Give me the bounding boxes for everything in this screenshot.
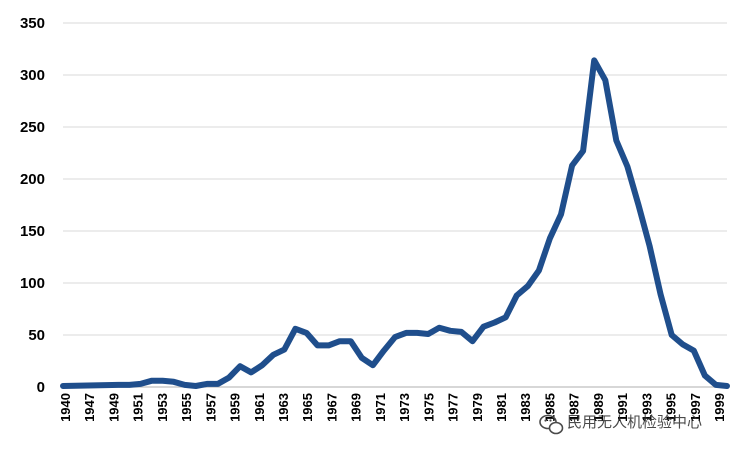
x-tick-label: 1995 xyxy=(664,393,679,422)
y-tick-label: 200 xyxy=(20,171,45,188)
x-tick-label: 1981 xyxy=(494,393,509,422)
y-tick-label: 100 xyxy=(20,275,45,292)
watermark: 民用无人机检验中心 xyxy=(539,413,702,435)
gridlines xyxy=(63,22,727,388)
x-tick-label: 1971 xyxy=(373,393,388,422)
x-tick-label: 1977 xyxy=(446,393,461,422)
x-tick-label: 1957 xyxy=(203,393,218,422)
y-tick-label: 0 xyxy=(37,379,45,396)
x-tick-label: 1959 xyxy=(228,393,243,422)
x-tick-label: 1949 xyxy=(106,393,121,422)
wechat-icon xyxy=(539,414,564,435)
y-tick-label: 50 xyxy=(28,327,45,344)
x-tick-label: 1940 xyxy=(58,393,73,422)
x-tick-label: 1999 xyxy=(712,393,727,422)
x-tick-label: 1961 xyxy=(252,393,267,422)
x-tick-label: 1963 xyxy=(276,393,291,422)
x-tick-label: 1967 xyxy=(324,393,339,422)
x-tick-label: 1989 xyxy=(591,393,606,422)
x-tick-label: 1965 xyxy=(300,393,315,422)
x-tick-label: 1955 xyxy=(179,393,194,422)
x-tick-label: 1983 xyxy=(518,393,533,422)
watermark-text: 民用无人机检验中心 xyxy=(567,413,702,431)
x-tick-label: 1953 xyxy=(155,393,170,422)
x-tick-label: 1973 xyxy=(397,393,412,422)
x-tick-label: 1979 xyxy=(470,393,485,422)
x-tick-label: 1991 xyxy=(615,393,630,422)
x-tick-label: 1985 xyxy=(542,393,557,422)
y-axis-tick-labels: 0 50 100 150 200 250 300 350 xyxy=(20,15,45,396)
x-tick-label: 1987 xyxy=(567,393,582,422)
x-axis-tick-labels: 1940 1947 1949 1951 1953 1955 1957 1959 1961 1963… xyxy=(58,393,727,422)
x-tick-label: 1975 xyxy=(421,393,436,422)
series-group xyxy=(60,57,730,389)
y-tick-label: 150 xyxy=(20,223,45,240)
y-tick-label: 350 xyxy=(20,15,45,32)
x-tick-label: 1997 xyxy=(688,393,703,422)
x-tick-label: 1951 xyxy=(131,393,146,422)
x-tick-label: 1947 xyxy=(82,393,97,422)
x-tick-label: 1993 xyxy=(639,393,654,422)
x-tick-label: 1969 xyxy=(349,393,364,422)
y-tick-label: 300 xyxy=(20,67,45,84)
y-tick-label: 250 xyxy=(20,119,45,136)
